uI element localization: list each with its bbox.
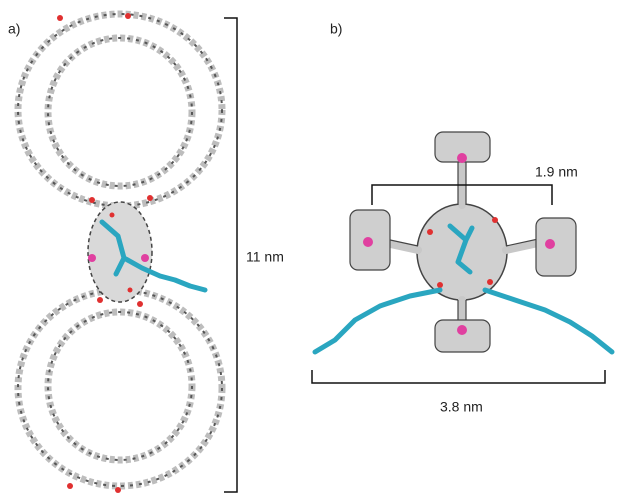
metal-center — [88, 254, 96, 262]
panel-label: b) — [330, 21, 342, 37]
metal-center — [141, 254, 149, 262]
panel-label: a) — [8, 21, 20, 37]
scale-label: 11 nm — [246, 249, 284, 265]
scale-label: 3.8 nm — [440, 399, 483, 415]
scale-label: 1.9 nm — [535, 164, 578, 180]
figure: a) 11 nm 1.9 nm 3.8 nm b) — [0, 0, 621, 498]
